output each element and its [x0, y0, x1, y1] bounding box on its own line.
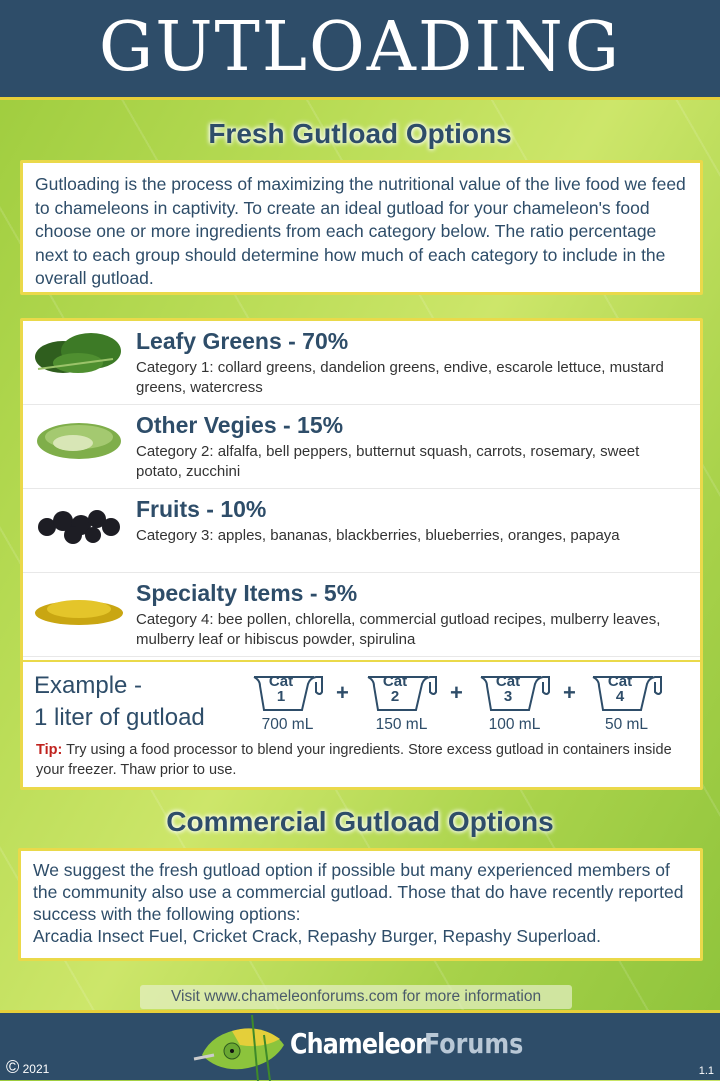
- tip-label: Tip:: [36, 742, 63, 758]
- plus-sign: +: [563, 680, 576, 705]
- cup-label: Cat: [382, 673, 408, 690]
- category-row: Specialty Items - 5% Category 4: bee pol…: [23, 573, 700, 657]
- copyright-icon: ©: [6, 1057, 20, 1077]
- plus-sign: +: [336, 680, 349, 705]
- categories-panel: Leafy Greens - 70% Category 1: collard g…: [20, 318, 703, 790]
- measuring-cup-4: Cat 4 50 mL: [589, 674, 664, 734]
- copyright-year: 2021: [22, 1062, 50, 1076]
- example-label: Example - 1 liter of gutload: [34, 670, 205, 734]
- chameleon-icon: [193, 1015, 284, 1081]
- chameleon-forums-logo[interactable]: Chameleon Forums: [192, 1015, 524, 1081]
- measuring-cup-3: Cat 3 100 mL: [477, 674, 552, 734]
- commercial-heading: Commercial Gutload Options: [166, 806, 554, 837]
- category-title: Specialty Items - 5%: [136, 580, 358, 606]
- logo-word-chameleon: Chameleon: [290, 1027, 432, 1060]
- footer: © 2021 Chameleon Forums 1.1: [0, 1010, 720, 1081]
- category-row: Other Vegies - 15% Category 2: alfalfa, …: [23, 405, 700, 489]
- cup-amount: 50 mL: [604, 716, 649, 733]
- visit-link[interactable]: Visit www.chameleonforums.com for more i…: [140, 985, 572, 1009]
- cup-label: Cat: [607, 673, 633, 690]
- category-desc: Category 3: apples, bananas, blackberrie…: [136, 527, 620, 544]
- commercial-panel: We suggest the fresh gutload option if p…: [18, 848, 703, 961]
- cup-number: 3: [503, 688, 513, 705]
- category-title: Leafy Greens - 70%: [136, 328, 349, 354]
- category-row: Fruits - 10% Category 3: apples, bananas…: [23, 489, 700, 573]
- category-desc: Category 1: collard greens, dandelion gr…: [136, 359, 664, 396]
- version: 1.1: [698, 1065, 714, 1077]
- tip-text: Tip: Try using a food processor to blend…: [36, 740, 686, 780]
- category-desc: Category 2: alfalfa, bell peppers, butte…: [136, 443, 640, 480]
- cup-amount: 100 mL: [488, 716, 541, 733]
- category-row: Leafy Greens - 70% Category 1: collard g…: [23, 321, 700, 405]
- measuring-cup-icon: [367, 676, 437, 711]
- commercial-options: Arcadia Insect Fuel, Cricket Crack, Repa…: [33, 926, 602, 946]
- measuring-cup-icon: [253, 676, 323, 711]
- bee-pollen-image: [35, 600, 123, 625]
- example-section: Example -1 liter of gutload Cat 1 700 mL +…: [23, 660, 700, 790]
- cup-number: 4: [615, 688, 625, 705]
- category-title: Fruits - 10%: [136, 496, 267, 522]
- measuring-cup-icon: [480, 676, 550, 711]
- cup-number: 1: [276, 688, 286, 705]
- copyright: © 2021: [6, 1057, 49, 1078]
- fresh-heading: Fresh Gutload Options: [208, 118, 512, 149]
- example-line1: Example -: [34, 672, 143, 699]
- cup-amount: 700 mL: [261, 716, 314, 733]
- commercial-text: We suggest the fresh gutload option if p…: [33, 860, 684, 924]
- category-title: Other Vegies - 15%: [136, 412, 344, 438]
- alfalfa-sprouts-image: [37, 423, 121, 459]
- measuring-cup-2: Cat 2 150 mL: [364, 674, 439, 734]
- cup-amount: 150 mL: [375, 716, 428, 733]
- cup-label: Cat: [495, 673, 521, 690]
- blackberries-image: [38, 510, 120, 544]
- leafy-greens-image: [35, 333, 121, 373]
- tip-body: Try using a food processor to blend your…: [36, 742, 672, 778]
- cup-number: 2: [390, 688, 400, 705]
- logo-word-forums: Forums: [424, 1027, 524, 1060]
- page-title: GUTLOADING: [98, 8, 622, 87]
- cup-label: Cat: [268, 673, 294, 690]
- measuring-cup-icon: [592, 676, 662, 711]
- plus-sign: +: [450, 680, 463, 705]
- example-line2: 1 liter of gutload: [34, 704, 205, 731]
- intro-text: Gutloading is the process of maximizing …: [20, 160, 703, 295]
- header: GUTLOADING: [0, 0, 720, 100]
- measuring-cup-1: Cat 1 700 mL: [250, 674, 325, 734]
- category-desc: Category 4: bee pollen, chlorella, comme…: [136, 611, 661, 648]
